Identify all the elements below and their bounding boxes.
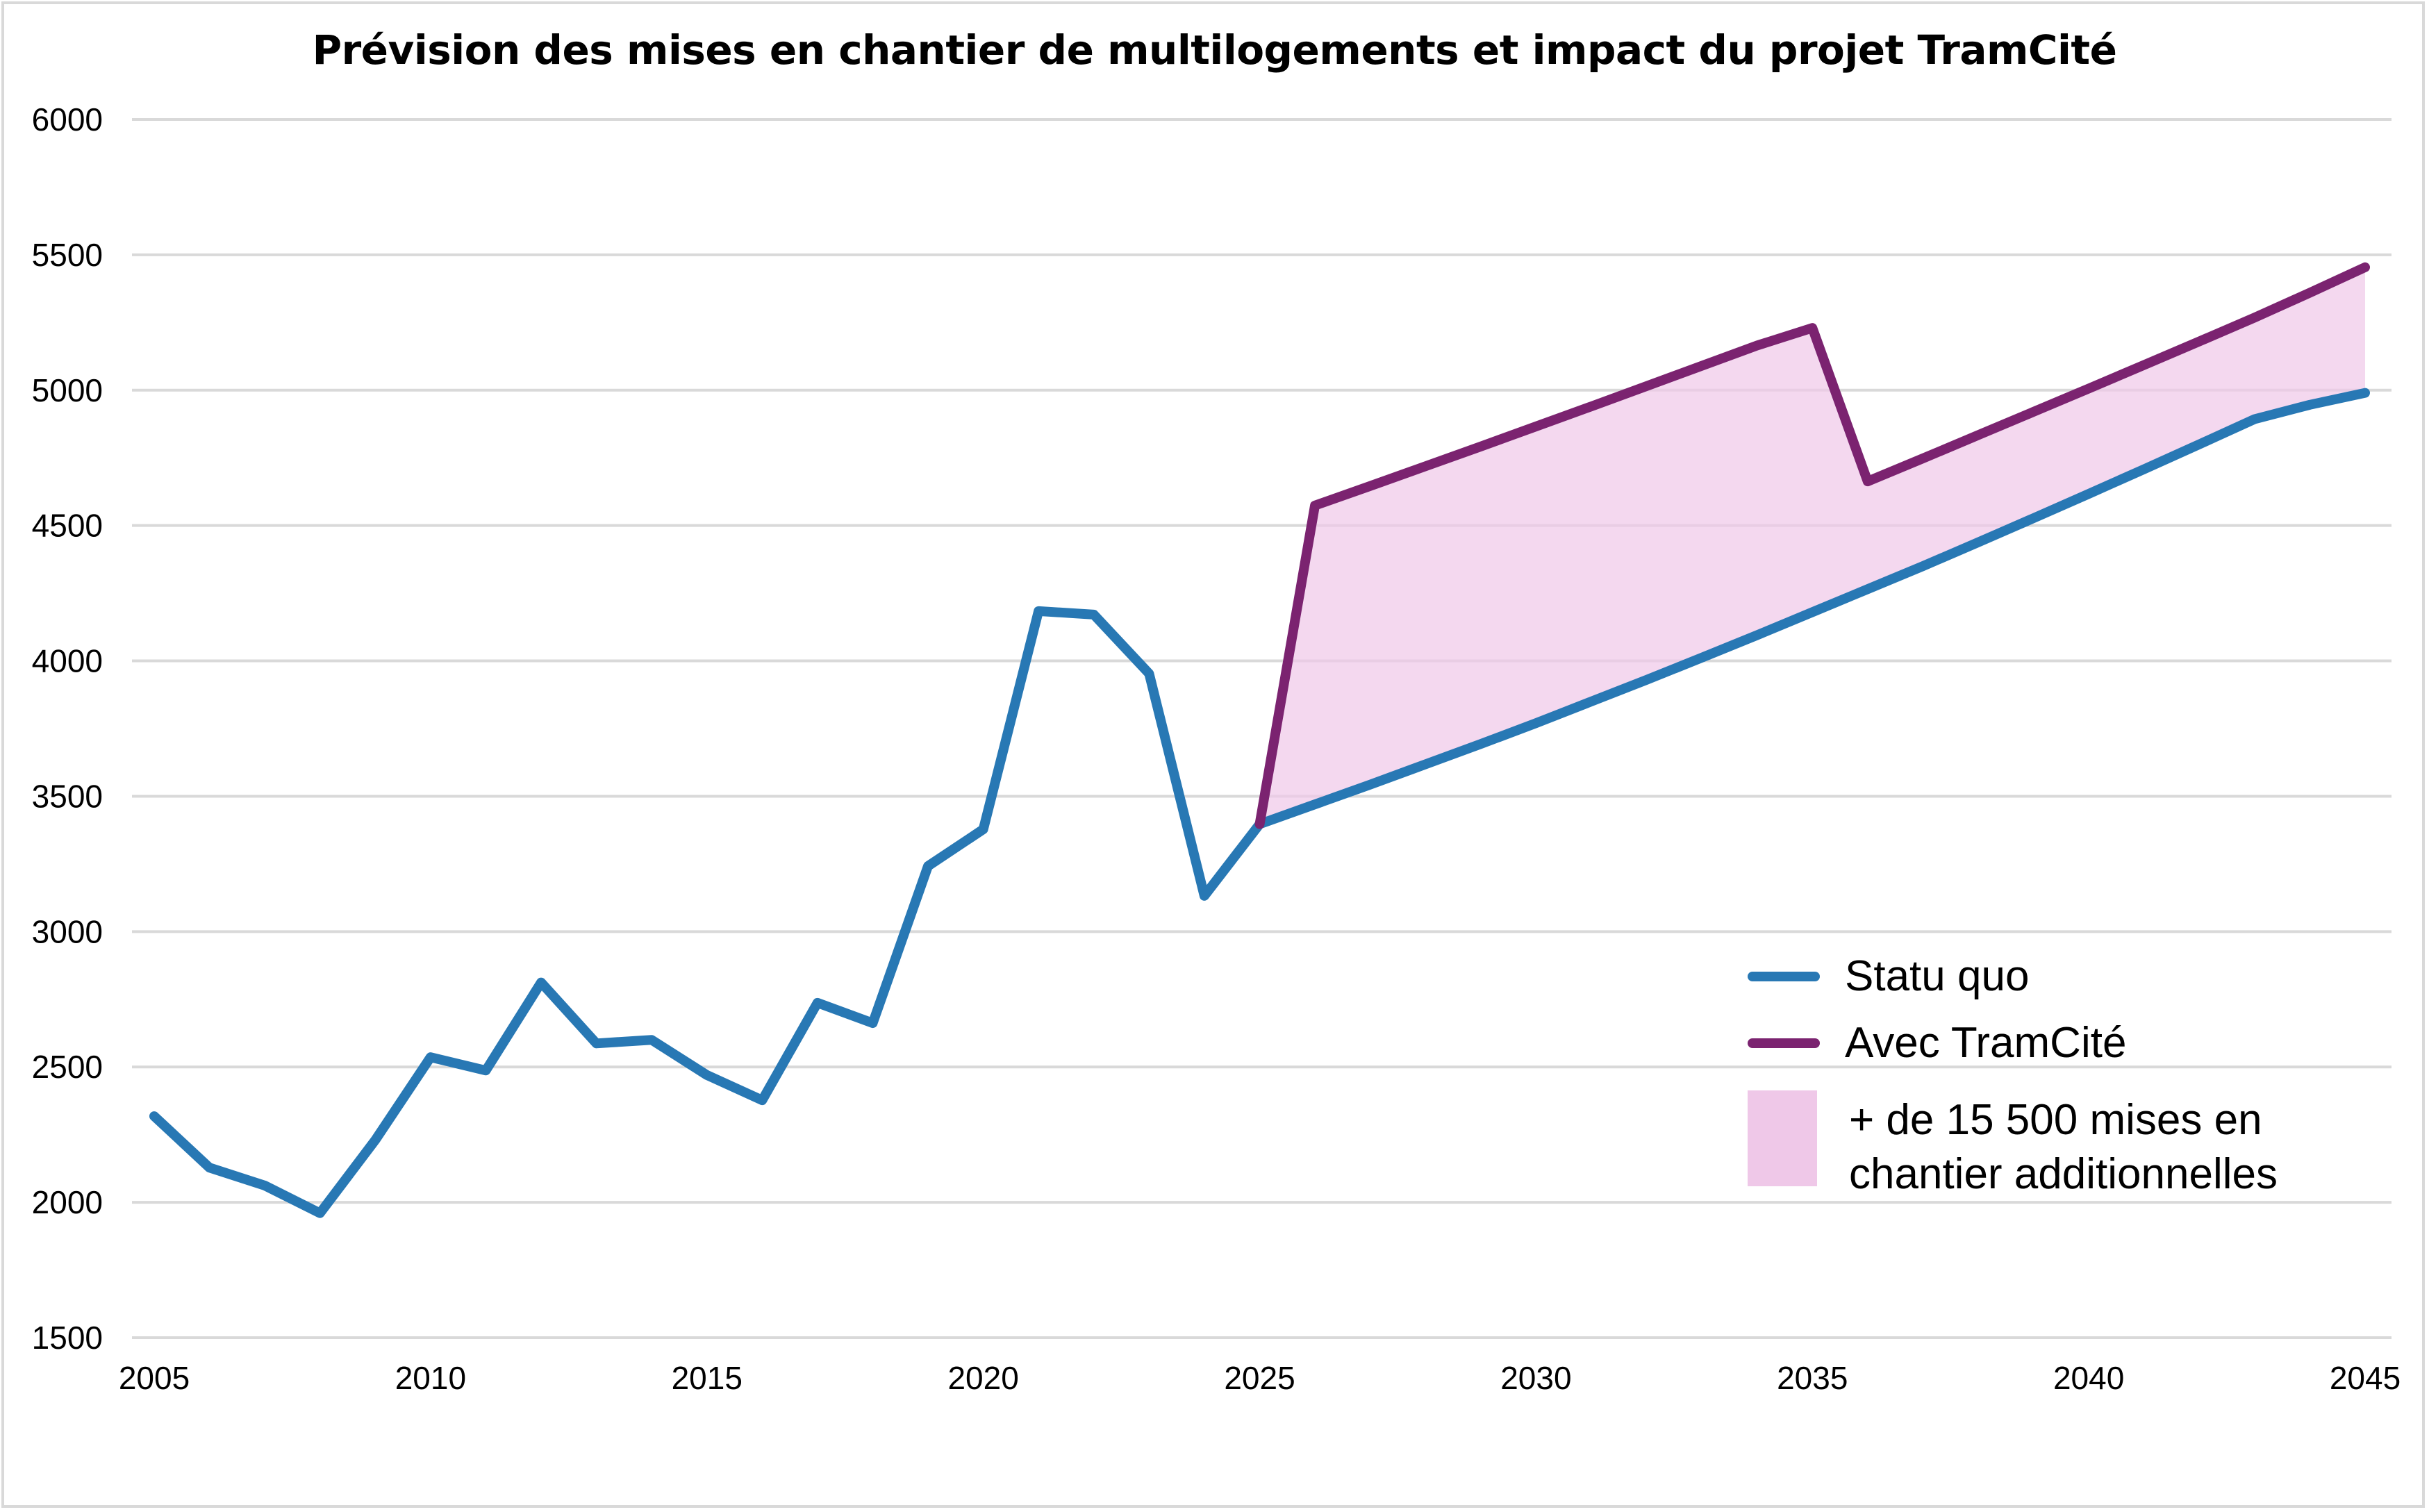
impact-area	[1259, 267, 2365, 824]
gridlines	[132, 118, 2391, 1339]
y-tick-label: 5000	[32, 372, 103, 408]
y-tick-label: 2000	[32, 1184, 103, 1220]
x-axis-ticks: 2005 2010 2015 2020 2025 2030 2035 2040 2045	[119, 1360, 2401, 1396]
x-tick-label: 2015	[672, 1360, 743, 1396]
y-tick-label: 4500	[32, 508, 103, 544]
legend-label-statu-quo: Statu quo	[1845, 952, 2030, 1000]
legend-line-statu-quo	[1748, 972, 1820, 981]
x-tick-label: 2010	[395, 1360, 466, 1396]
legend-item-additional-area: + de 15 500 mises en chantier additionne…	[1748, 1090, 2373, 1208]
y-tick-label: 1500	[32, 1320, 103, 1356]
chart-title: Prévision des mises en chantier de multi…	[312, 26, 2117, 74]
y-tick-label: 4000	[32, 643, 103, 679]
legend-line-avec-tramcite	[1748, 1038, 1820, 1048]
x-tick-label: 2040	[2053, 1360, 2124, 1396]
y-tick-label: 5500	[32, 237, 103, 273]
y-axis-ticks: 1500 2000 2500 3000 3500 4000 4500 5000 5500 6000	[32, 101, 103, 1356]
legend-item-statu-quo: Statu quo	[1748, 943, 2373, 1010]
impact-area-layer	[1259, 267, 2365, 824]
legend-label-area-line1: + de 15 500 mises en	[1849, 1096, 2262, 1144]
x-tick-label: 2045	[2330, 1360, 2401, 1396]
legend-label-area: + de 15 500 mises en chantier additionne…	[1849, 1093, 2278, 1202]
x-tick-label: 2030	[1500, 1360, 1571, 1396]
legend: Statu quo Avec TramCité + de 15 500 mise…	[1748, 943, 2373, 1208]
y-tick-label: 3500	[32, 778, 103, 814]
x-tick-label: 2020	[947, 1360, 1018, 1396]
y-tick-label: 2500	[32, 1049, 103, 1085]
x-tick-label: 2025	[1224, 1360, 1295, 1396]
legend-label-avec-tramcite: Avec TramCité	[1845, 1019, 2127, 1067]
legend-label-area-line2: chantier additionnelles	[1849, 1150, 2278, 1198]
y-tick-label: 3000	[32, 913, 103, 949]
legend-swatch-area	[1748, 1090, 1817, 1186]
series-lines	[149, 262, 2370, 1218]
legend-item-avec-tramcite: Avec TramCité	[1748, 1010, 2373, 1077]
x-tick-label: 2035	[1777, 1360, 1848, 1396]
x-tick-label: 2005	[119, 1360, 190, 1396]
y-tick-label: 6000	[32, 101, 103, 138]
